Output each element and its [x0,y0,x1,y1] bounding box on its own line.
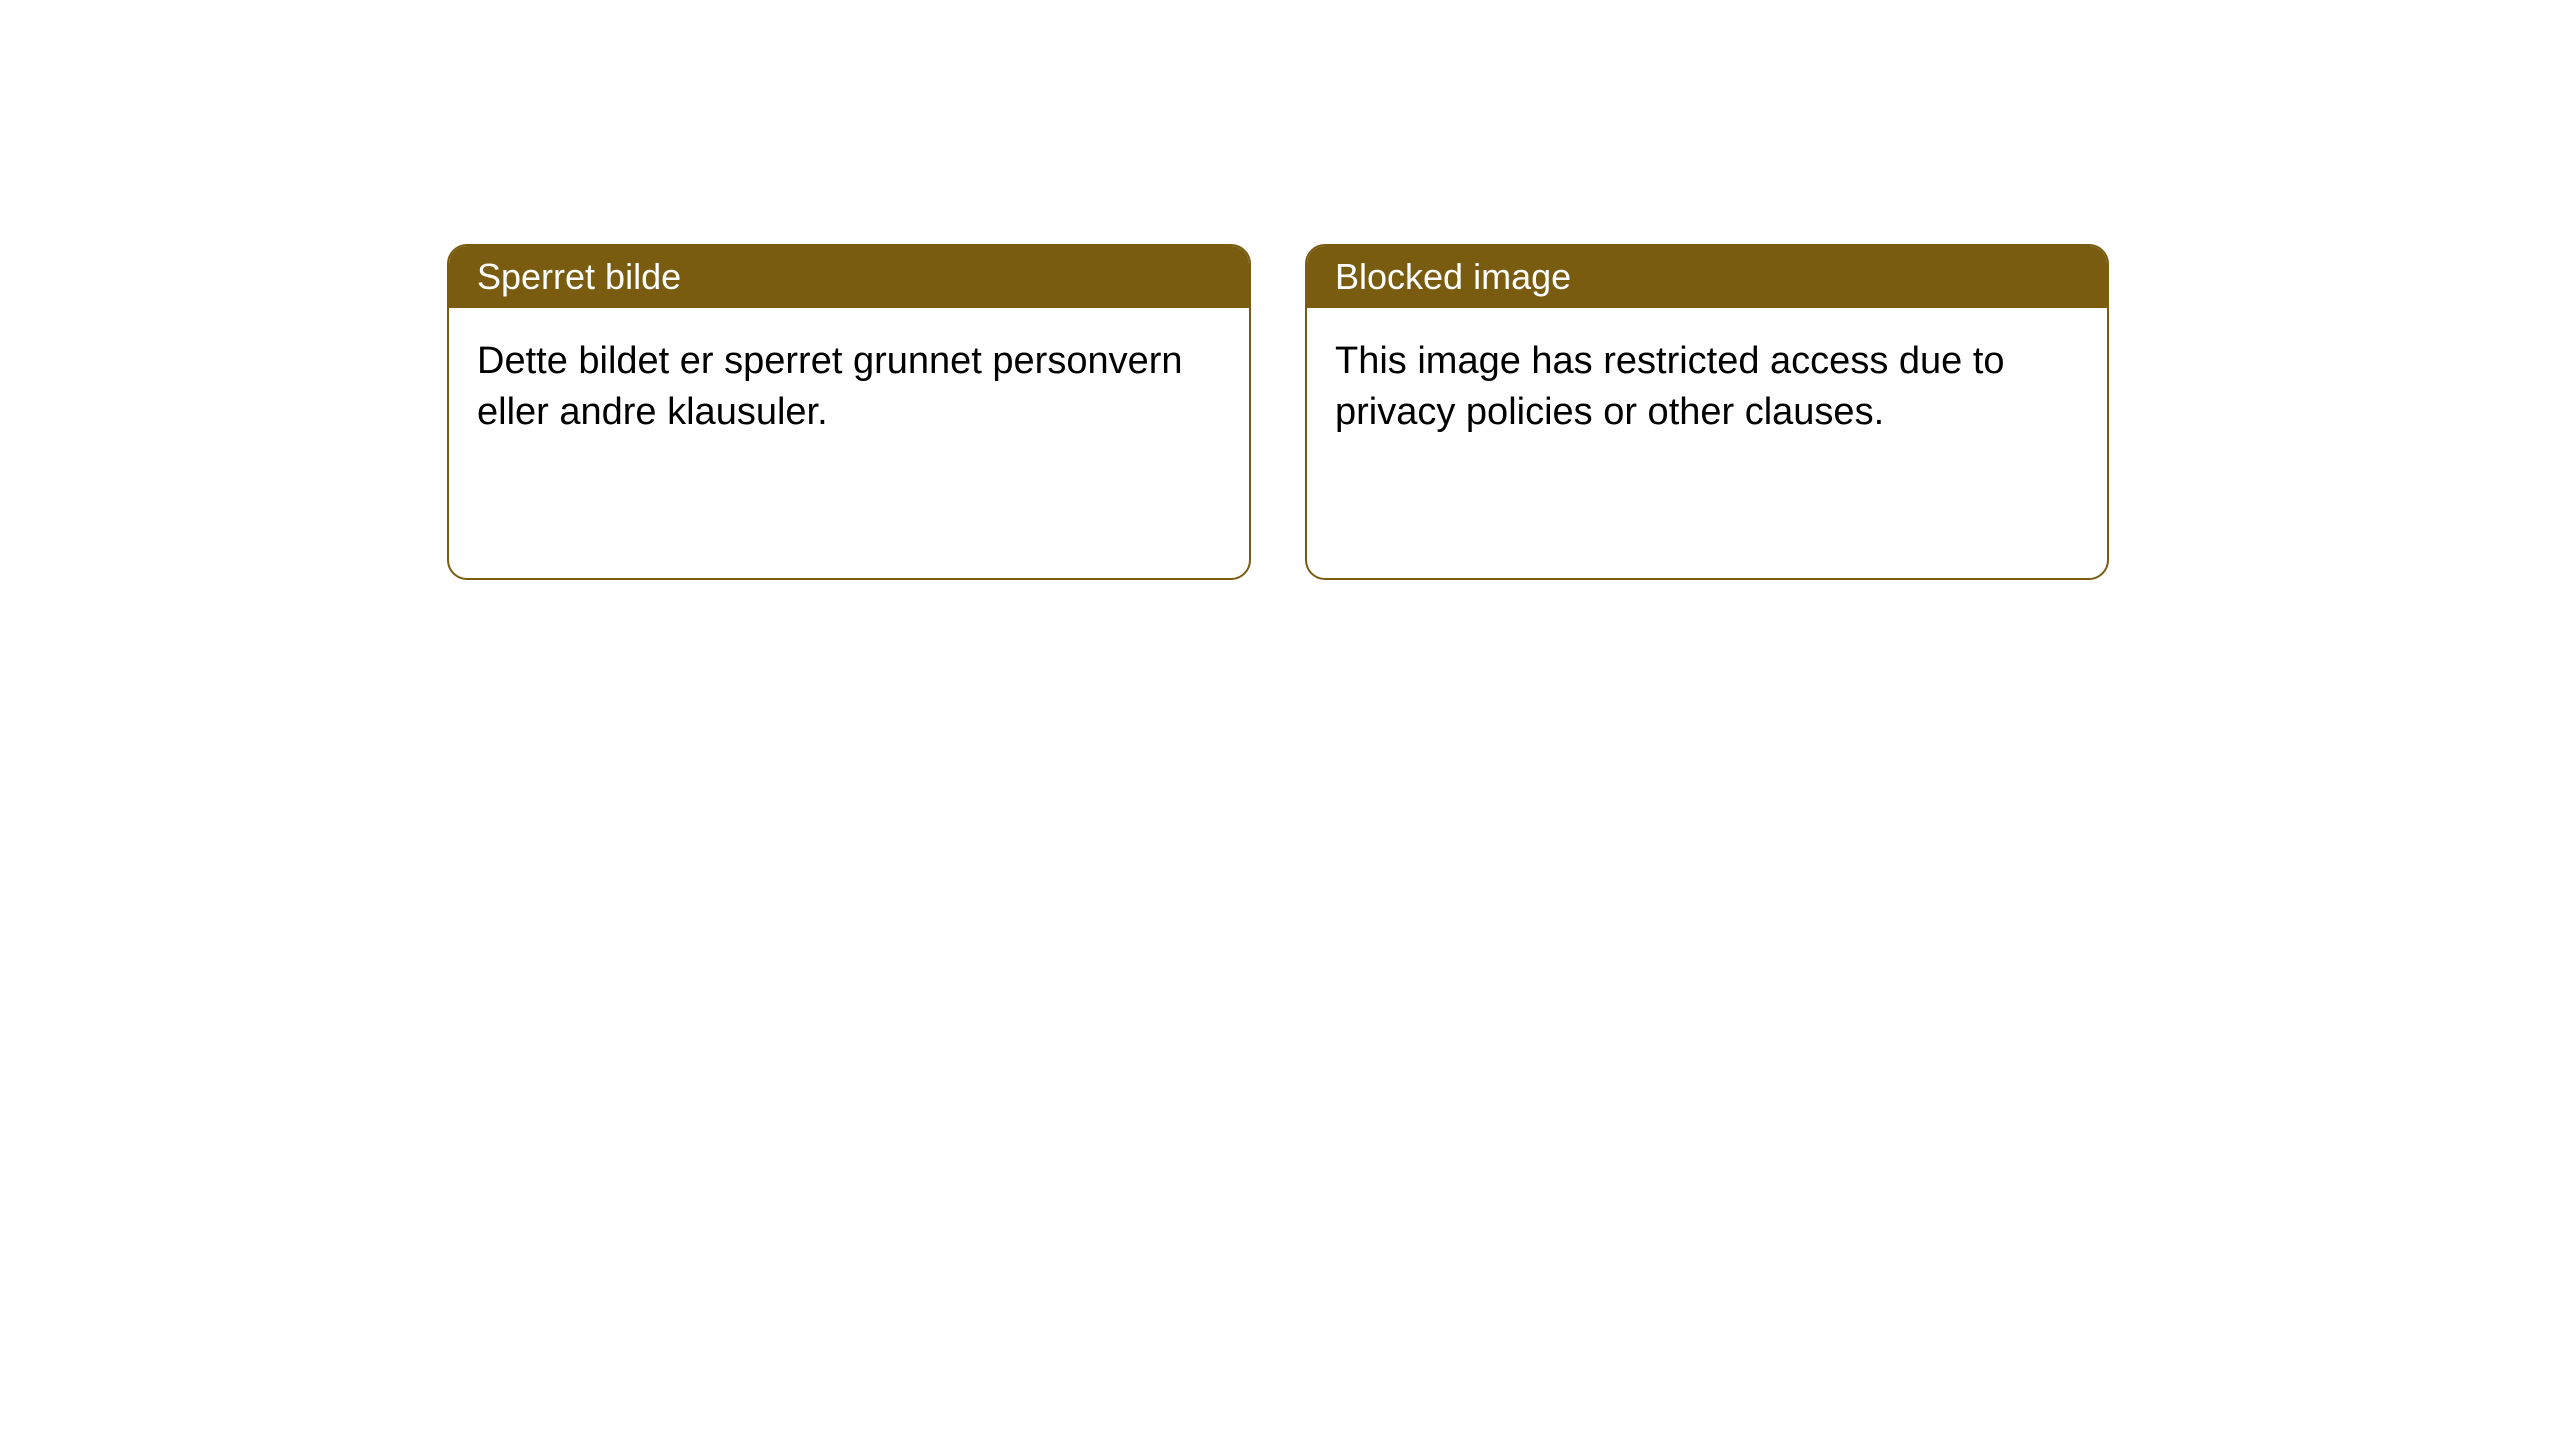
notice-body: This image has restricted access due to … [1307,308,2107,467]
notice-card-norwegian: Sperret bilde Dette bildet er sperret gr… [447,244,1251,580]
notice-header: Blocked image [1307,246,2107,308]
notice-container: Sperret bilde Dette bildet er sperret gr… [0,0,2560,580]
notice-body: Dette bildet er sperret grunnet personve… [449,308,1249,467]
notice-card-english: Blocked image This image has restricted … [1305,244,2109,580]
notice-header: Sperret bilde [449,246,1249,308]
